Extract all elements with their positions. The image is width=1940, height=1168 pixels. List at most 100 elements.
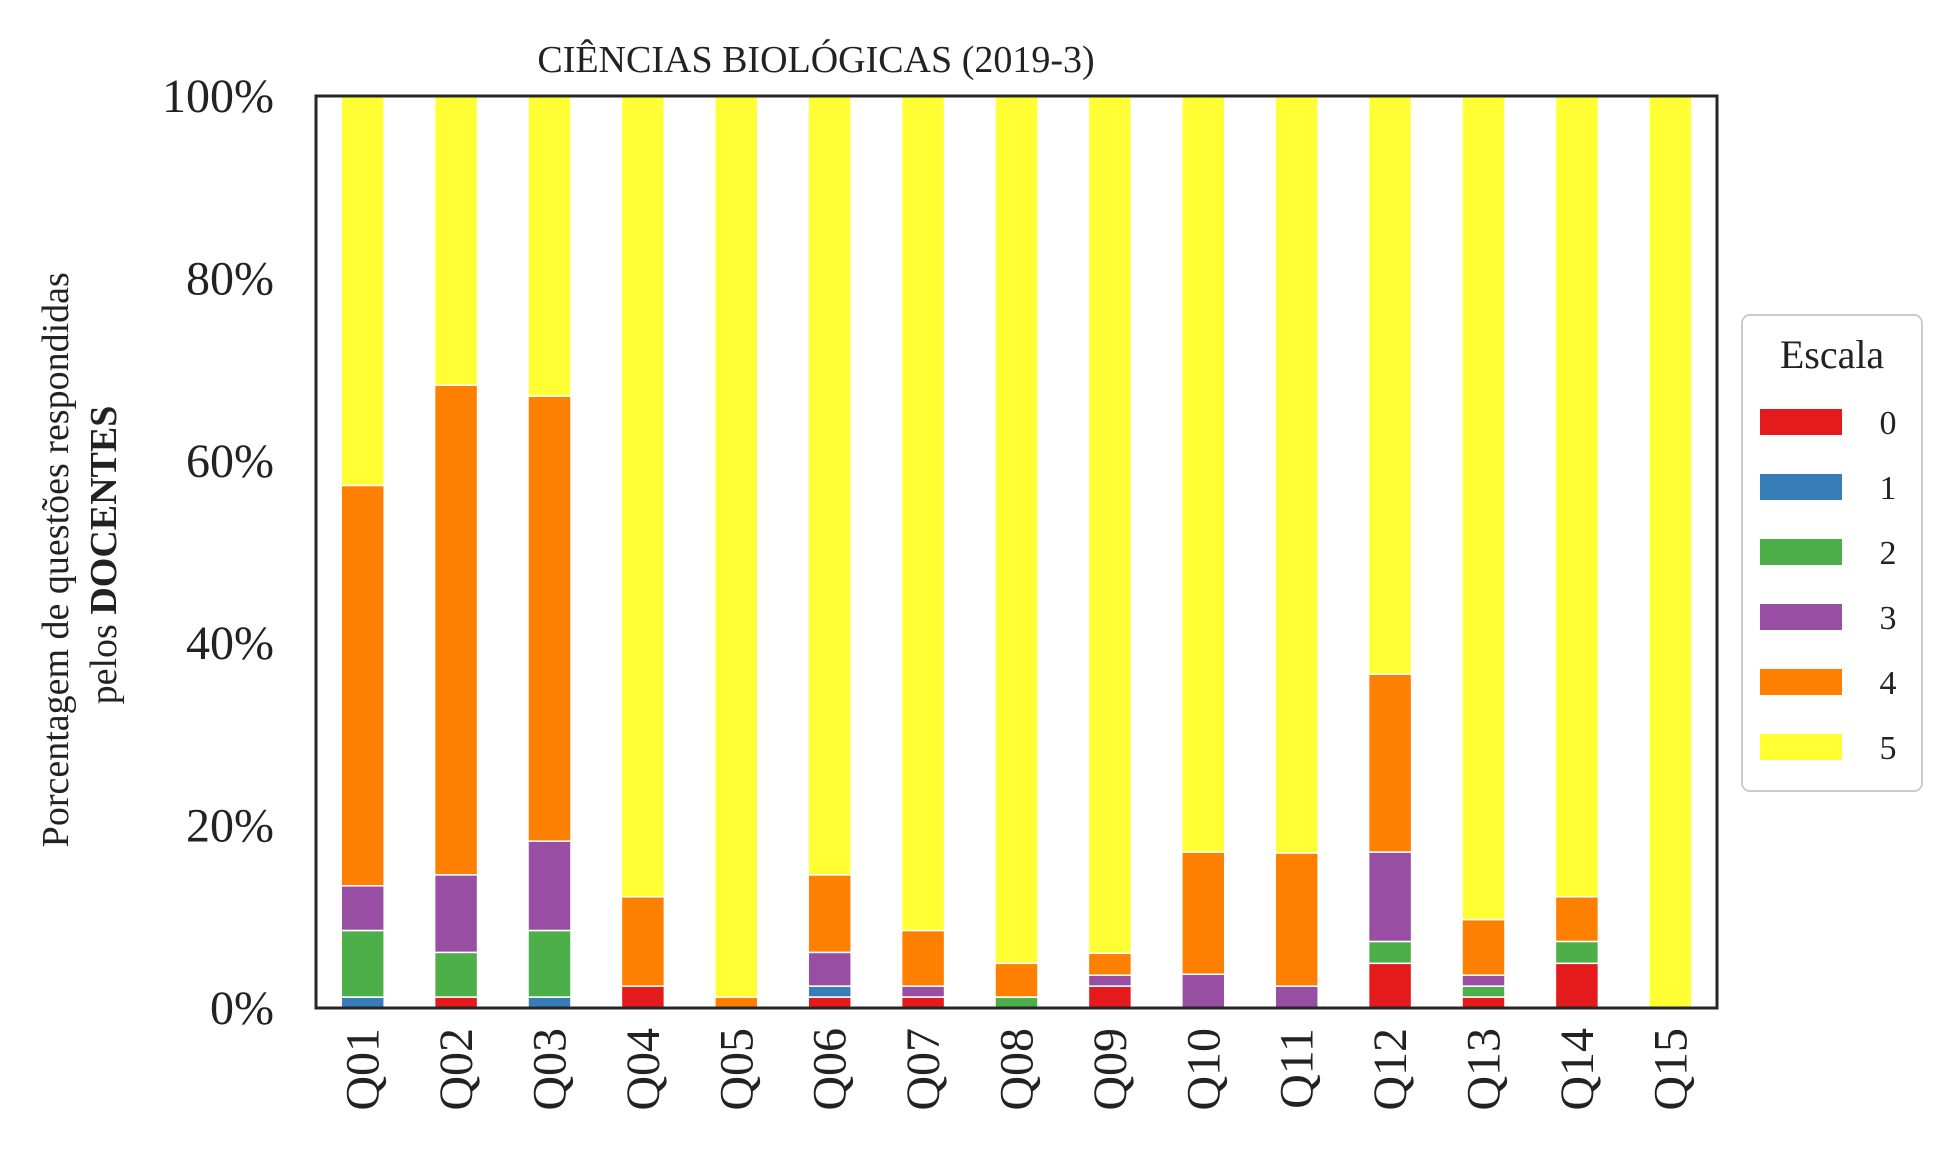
bar-segment-q04-scale-4 [620, 895, 666, 987]
bar-segment-q02-scale-2 [433, 951, 479, 998]
x-tick-label: Q01 [337, 1028, 390, 1111]
bar-segment-q03-scale-1 [527, 996, 572, 1009]
y-tick-label: 0% [210, 982, 274, 1035]
legend-items: 0 1 2 3 4 5 [1760, 405, 1897, 767]
x-tick-label: Q12 [1364, 1028, 1417, 1111]
bar-segment-q10-scale-4 [1181, 851, 1226, 976]
bar-segment-q13-scale-0 [1461, 996, 1506, 1009]
bar-segment-q07-scale-3 [900, 985, 946, 998]
bar-segment-q14-scale-4 [1554, 895, 1600, 943]
y-axis-label-line1: Porcentagem de questões respondidas [35, 272, 77, 847]
bar-segment-q11-scale-4 [1274, 852, 1319, 987]
legend-label-5: 5 [1880, 730, 1897, 767]
bar-segment-q12-scale-5 [1367, 95, 1413, 675]
bar-segment-q03-scale-3 [527, 840, 572, 932]
x-tick-label: Q09 [1084, 1028, 1137, 1111]
bar-segment-q01-scale-4 [340, 484, 385, 887]
bar-segment-q11-scale-3 [1274, 985, 1319, 1009]
bar-segment-q01-scale-2 [340, 929, 385, 998]
bar-segment-q06-scale-0 [807, 996, 852, 1009]
plot-frame [314, 94, 1719, 1010]
legend-swatch-5 [1760, 734, 1842, 760]
legend-swatch-2 [1760, 539, 1842, 565]
bar-segment-q13-scale-5 [1461, 96, 1506, 921]
x-tick-label: Q08 [991, 1028, 1044, 1111]
bar-segment-q03-scale-2 [527, 929, 572, 998]
legend-swatch-1 [1760, 474, 1842, 500]
y-axis-label-prefix: pelos [83, 615, 125, 705]
bar-segment-q05-scale-4 [714, 996, 759, 1009]
bar-segment-q02-scale-5 [433, 95, 479, 386]
bar-segment-q01-scale-3 [340, 885, 385, 932]
x-tick-label: Q02 [430, 1028, 483, 1111]
bar-segment-q03-scale-5 [527, 95, 572, 397]
x-tick-label: Q05 [710, 1028, 763, 1111]
x-tick-label: Q10 [1177, 1028, 1230, 1111]
bar-segment-q09-scale-4 [1087, 952, 1133, 976]
bar-segment-q13-scale-3 [1461, 974, 1506, 987]
bar-segment-q09-scale-3 [1087, 974, 1133, 987]
x-ticks: Q01 Q02 Q03 Q04 Q05 Q06 Q07 Q08 Q09 Q10 Q11 Q12 Q13 Q… [337, 1028, 1698, 1111]
legend-swatch-0 [1760, 409, 1842, 435]
bar-segment-q05-scale-5 [714, 95, 759, 998]
y-tick-label: 20% [186, 800, 274, 853]
legend-label-3: 3 [1880, 600, 1897, 637]
bar-segment-q03-scale-4 [527, 395, 572, 842]
legend-label-1: 1 [1880, 470, 1897, 507]
bar-segment-q02-scale-0 [433, 996, 479, 1009]
bar-segment-q09-scale-5 [1087, 96, 1133, 955]
x-tick-label: Q07 [897, 1028, 950, 1111]
bar-segment-q07-scale-0 [900, 996, 946, 1009]
y-tick-label: 40% [186, 617, 274, 670]
bar-segment-q01-scale-1 [340, 996, 385, 1009]
bar-segment-q06-scale-3 [807, 951, 852, 987]
bar-segment-q06-scale-5 [807, 95, 852, 876]
x-tick-label: Q15 [1644, 1028, 1697, 1111]
legend-label-2: 2 [1880, 535, 1897, 572]
bar-segment-q07-scale-5 [900, 95, 946, 932]
x-tick-label: Q03 [524, 1028, 577, 1111]
bar-segment-q14-scale-2 [1554, 940, 1600, 965]
legend-title: Escala [1780, 332, 1885, 377]
bar-segment-q09-scale-0 [1087, 985, 1133, 1009]
y-tick-label: 100% [162, 70, 274, 123]
bar-segment-q08-scale-5 [994, 95, 1039, 965]
y-tick-label: 80% [186, 252, 274, 305]
x-tick-label: Q06 [804, 1028, 857, 1111]
legend-swatch-3 [1760, 604, 1842, 630]
y-axis-label-line2: pelos DOCENTES [83, 406, 125, 705]
bar-segment-q10-scale-3 [1181, 973, 1226, 1009]
y-axis-label: Porcentagem de questões respondidas pelo… [35, 263, 125, 848]
bar-segment-q15-scale-5 [1648, 95, 1693, 1009]
bar-segment-q12-scale-4 [1367, 673, 1413, 853]
bar-segment-q13-scale-2 [1461, 985, 1506, 998]
bar-segment-q11-scale-5 [1274, 96, 1319, 854]
x-tick-label: Q13 [1458, 1028, 1511, 1111]
legend-label-0: 0 [1880, 405, 1897, 442]
x-tick-label: Q04 [617, 1028, 670, 1111]
bar-segment-q12-scale-2 [1367, 940, 1413, 965]
legend: Escala 0 1 2 3 4 5 [1741, 314, 1923, 792]
bar-segment-q14-scale-5 [1554, 95, 1600, 898]
bar-segment-q02-scale-3 [433, 874, 479, 954]
bars-layer [340, 95, 1693, 1009]
bar-segment-q12-scale-3 [1367, 851, 1413, 943]
legend-swatch-4 [1760, 669, 1842, 695]
y-tick-label: 60% [186, 435, 274, 488]
x-tick-label: Q11 [1271, 1028, 1324, 1109]
bar-segment-q07-scale-4 [900, 929, 946, 987]
bar-segment-q10-scale-5 [1181, 95, 1226, 853]
bar-segment-q04-scale-5 [620, 95, 666, 898]
bar-segment-q12-scale-0 [1367, 962, 1413, 1009]
bar-segment-q02-scale-4 [433, 384, 479, 876]
bar-segment-q04-scale-0 [620, 985, 666, 1009]
bar-segment-q14-scale-0 [1554, 962, 1600, 1009]
y-ticks: 0% 20% 40% 60% 80% 100% [162, 70, 274, 1035]
y-axis-label-bold: DOCENTES [83, 406, 125, 615]
x-tick-label: Q14 [1551, 1028, 1604, 1111]
bar-segment-q08-scale-4 [994, 962, 1039, 998]
bar-segment-q06-scale-1 [807, 985, 852, 998]
bar-segment-q06-scale-4 [807, 874, 852, 954]
bar-segment-q08-scale-2 [994, 996, 1039, 1009]
